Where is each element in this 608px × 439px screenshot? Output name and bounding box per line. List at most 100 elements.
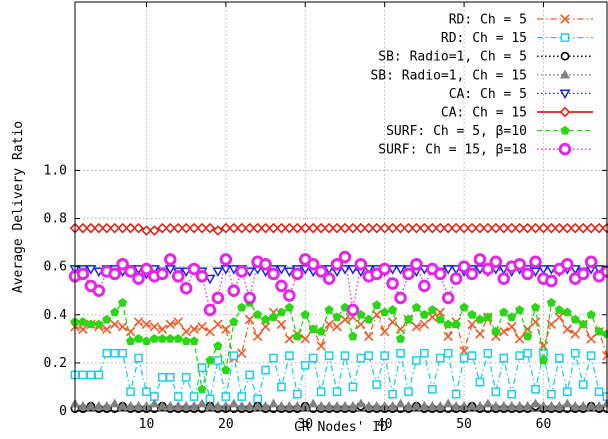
data-point xyxy=(395,398,406,408)
x-tick-label: 30 xyxy=(297,417,313,432)
data-point xyxy=(546,400,557,410)
series-6 xyxy=(70,297,608,394)
data-point xyxy=(307,222,319,234)
data-point xyxy=(101,222,113,234)
data-point xyxy=(102,314,112,324)
data-point xyxy=(403,222,414,234)
data-point xyxy=(507,389,517,399)
data-point xyxy=(372,380,382,389)
data-point xyxy=(459,346,469,356)
data-point xyxy=(529,255,542,269)
data-point xyxy=(497,272,511,285)
data-point xyxy=(132,272,145,285)
legend-label: SURF: Ch = 5, β=10 xyxy=(386,124,527,139)
data-point xyxy=(467,309,477,319)
data-point xyxy=(291,267,304,281)
data-point xyxy=(109,398,120,408)
data-point xyxy=(554,222,565,234)
data-point xyxy=(276,319,287,330)
data-point xyxy=(594,387,604,397)
data-point xyxy=(388,389,397,399)
data-point xyxy=(299,265,311,275)
data-point xyxy=(499,353,509,363)
data-point xyxy=(221,324,231,334)
data-point xyxy=(555,353,564,363)
data-point xyxy=(181,372,191,382)
data-point xyxy=(355,398,366,408)
legend-label: SB: Radio=1, Ch = 5 xyxy=(378,50,527,65)
data-point xyxy=(576,267,590,281)
data-point xyxy=(379,326,390,337)
data-point xyxy=(268,222,279,234)
data-point xyxy=(545,274,558,288)
data-point xyxy=(474,222,486,234)
data-point xyxy=(578,380,588,389)
data-point xyxy=(466,400,478,410)
data-point xyxy=(118,348,127,358)
data-point xyxy=(173,317,183,327)
legend-marker xyxy=(558,142,572,156)
legend-marker xyxy=(560,125,570,135)
data-point xyxy=(260,400,271,410)
data-point xyxy=(467,319,477,330)
data-point xyxy=(236,348,247,359)
data-point xyxy=(427,400,438,410)
data-point xyxy=(116,257,129,271)
data-point xyxy=(211,291,225,305)
data-point xyxy=(77,400,89,410)
data-point xyxy=(261,365,270,375)
y-axis-label: Average Delivery Ratio xyxy=(11,121,26,293)
data-point xyxy=(340,351,350,361)
data-point xyxy=(76,267,90,281)
data-point xyxy=(117,322,128,332)
data-point xyxy=(451,400,462,410)
data-point xyxy=(220,222,232,234)
data-point xyxy=(109,319,120,330)
data-point xyxy=(268,398,279,408)
data-point xyxy=(465,267,479,281)
data-point xyxy=(395,265,407,275)
data-point xyxy=(427,312,438,322)
legend-label: SURF: Ch = 15, β=18 xyxy=(378,143,527,158)
data-point xyxy=(197,363,207,373)
data-point xyxy=(110,348,120,358)
grid xyxy=(75,2,607,411)
data-point xyxy=(181,400,192,410)
data-point xyxy=(586,309,596,319)
data-point xyxy=(506,322,517,332)
data-point xyxy=(164,265,176,275)
data-point xyxy=(165,319,176,330)
data-point xyxy=(404,387,413,397)
data-point xyxy=(165,372,175,382)
data-point xyxy=(316,387,326,397)
data-point xyxy=(418,279,431,293)
data-point xyxy=(339,265,351,275)
data-point xyxy=(379,222,391,234)
data-point xyxy=(578,319,588,329)
data-point xyxy=(173,400,184,410)
legend-marker xyxy=(560,33,570,42)
data-point xyxy=(125,222,136,234)
data-point xyxy=(189,324,199,334)
data-point xyxy=(371,309,382,320)
data-point xyxy=(292,389,302,399)
data-point xyxy=(221,365,231,374)
data-point xyxy=(330,257,344,271)
data-point xyxy=(173,392,183,401)
legend-entry-4: CA: Ch = 5 xyxy=(449,87,593,102)
data-point xyxy=(237,392,247,401)
data-point xyxy=(427,305,437,314)
data-point xyxy=(212,225,224,236)
data-point xyxy=(490,222,502,234)
data-point xyxy=(523,331,533,341)
data-point xyxy=(521,267,534,281)
data-point xyxy=(475,314,485,324)
data-point xyxy=(308,324,318,334)
data-point xyxy=(332,387,342,397)
data-point xyxy=(419,400,430,410)
data-point xyxy=(419,222,430,234)
data-point xyxy=(156,267,169,281)
data-point xyxy=(86,319,96,329)
data-point xyxy=(473,253,487,266)
data-point xyxy=(189,336,199,346)
